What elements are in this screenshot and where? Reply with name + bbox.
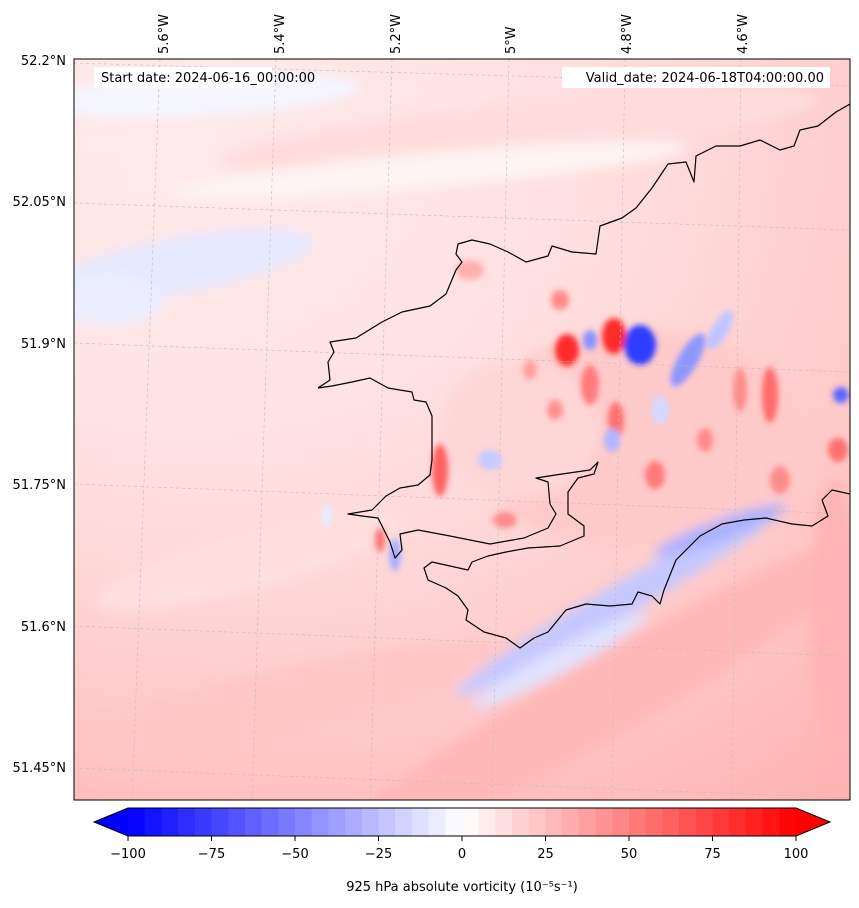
colorbar-segment [462,808,480,836]
map-frame [73,58,851,801]
valid-date-box [562,67,830,88]
colorbar-label: 925 hPa absolute vorticity (10⁻⁵s⁻¹) [346,880,578,895]
colorbar-ticks [127,836,797,841]
colorbar-segment [295,808,313,836]
cbar-tick-label: −25 [365,847,392,862]
colorbar-segment [311,808,329,836]
cbar-tick-label: −75 [198,847,225,862]
colorbar-segment [595,808,613,836]
start-date-box [94,67,272,88]
colorbar-segment [662,808,680,836]
colorbar-extend-min [94,808,128,836]
lon-label-1: 5.6°W [157,14,172,54]
colorbar-segment [395,808,413,836]
cbar-tick-label: 100 [784,847,809,862]
colorbar-segment [745,808,764,836]
lon-label-2: 5.4°W [273,14,288,54]
colorbar-segment [562,808,580,836]
colorbar-segment [729,808,747,836]
cbar-tick-label: −100 [110,847,146,862]
colorbar-segment [178,808,196,836]
colorbar-segment [779,808,797,836]
lon-label-3: 5.2°W [389,14,404,54]
colorbar-segment [645,808,663,836]
colorbar-segment [695,808,714,836]
start-date-label: Start date: 2024-06-16_00:00:00 [101,71,315,86]
colorbar-segment [144,808,162,836]
colorbar-segment [428,808,446,836]
valid-date-label: Valid_date: 2024-06-18T04:00:00.00 [586,71,824,86]
cbar-tick-label: 0 [458,847,466,862]
colorbar-segment [261,808,279,836]
colorbar-segment [528,808,547,836]
colorbar-segment [228,808,246,836]
colorbar-segment [194,808,213,836]
colorbar-segment [445,808,463,836]
colorbar-segment [478,808,496,836]
colorbar-extend-max [796,808,830,836]
colorbar-segment [411,808,430,836]
colorbar-segment [712,808,730,836]
colorbar-segment [128,808,146,836]
lat-label-1: 52.2°N [21,54,66,69]
lat-label-5: 51.6°N [21,620,66,635]
colorbar: −100 −75 −50 −25 0 25 50 75 100 925 hPa … [92,807,832,895]
colorbar-segment [612,808,630,836]
cbar-tick-label: −50 [281,847,308,862]
colorbar-segment [278,808,296,836]
lat-label-2: 52.05°N [13,195,66,210]
colorbar-segment [762,808,780,836]
vorticity-field: Start date: 2024-06-16_00:00:00 Valid_da… [74,59,850,800]
colorbar-segment [378,808,396,836]
lat-labels: 52.2°N 52.05°N 51.9°N 51.75°N 51.6°N 51.… [13,54,66,776]
lon-labels: 5.6°W 5.4°W 5.2°W 5°W 4.8°W 4.6°W [157,14,751,54]
lon-label-4: 5°W [504,26,519,54]
colorbar-segment [345,808,363,836]
cbar-tick-label: 25 [537,847,554,862]
colorbar-segment [211,808,229,836]
colorbar-segment [161,808,179,836]
lon-label-6: 4.6°W [736,14,751,54]
colorbar-tick-labels: −100 −75 −50 −25 0 25 50 75 100 [110,847,808,862]
colorbar-segment [578,808,597,836]
colorbar-segment [512,808,530,836]
colorbar-segment [629,808,647,836]
colorbar-segment [244,808,263,836]
colorbar-segment [328,808,346,836]
colorbar-segment [495,808,513,836]
colorbar-segments [128,808,797,836]
lat-label-6: 51.45°N [13,761,66,776]
colorbar-segment [679,808,697,836]
coastline [317,103,850,649]
lat-label-3: 51.9°N [21,337,66,352]
cbar-tick-label: 50 [621,847,638,862]
colorbar-segment [361,808,380,836]
colorbar-segment [545,808,563,836]
lat-label-4: 51.75°N [13,478,66,493]
cbar-tick-label: 75 [704,847,721,862]
lon-label-5: 4.8°W [620,14,635,54]
